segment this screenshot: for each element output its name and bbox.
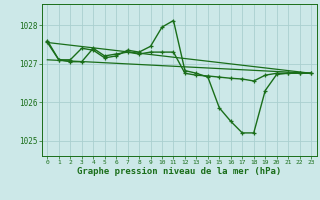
- X-axis label: Graphe pression niveau de la mer (hPa): Graphe pression niveau de la mer (hPa): [77, 167, 281, 176]
